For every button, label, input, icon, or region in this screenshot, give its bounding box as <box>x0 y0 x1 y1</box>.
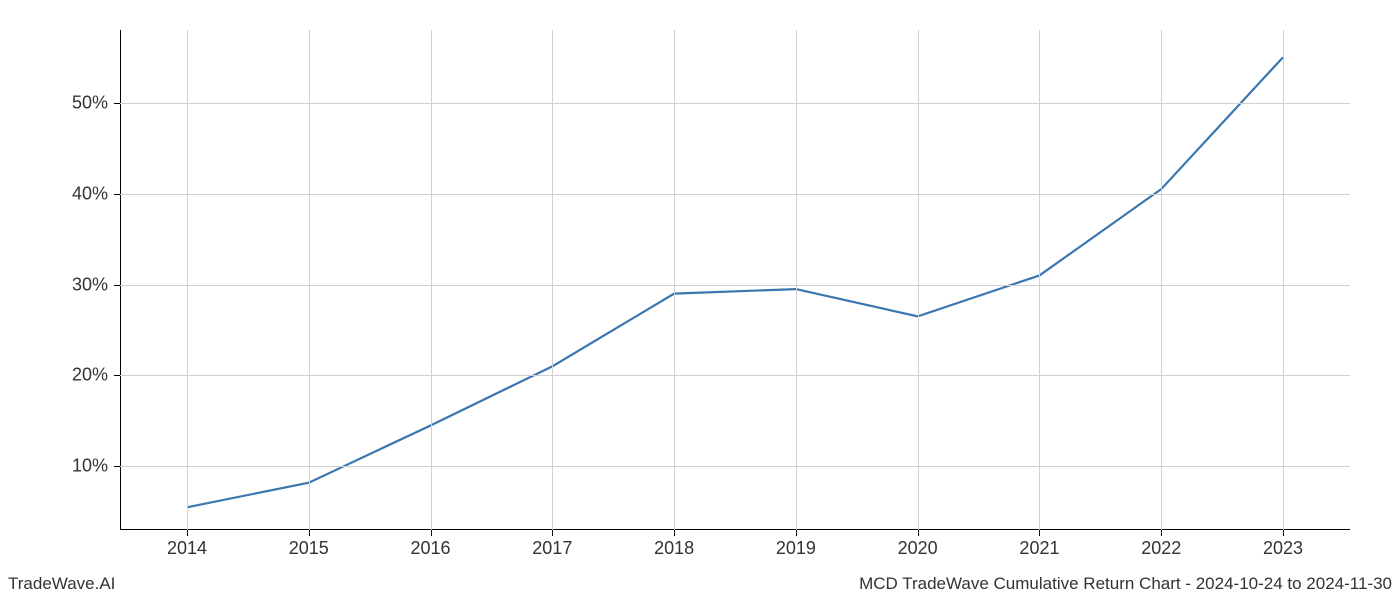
grid-line-vertical <box>918 30 919 530</box>
grid-line-vertical <box>1283 30 1284 530</box>
y-tick-mark <box>114 285 120 286</box>
y-tick-mark <box>114 103 120 104</box>
y-tick-label: 20% <box>72 365 108 386</box>
footer-caption: MCD TradeWave Cumulative Return Chart - … <box>859 574 1392 594</box>
grid-line-vertical <box>674 30 675 530</box>
x-tick-label: 2023 <box>1263 538 1303 559</box>
x-tick-label: 2014 <box>167 538 207 559</box>
grid-line-horizontal <box>120 194 1350 195</box>
y-tick-label: 50% <box>72 92 108 113</box>
y-tick-label: 40% <box>72 183 108 204</box>
x-tick-label: 2020 <box>898 538 938 559</box>
x-tick-label: 2019 <box>776 538 816 559</box>
footer-brand: TradeWave.AI <box>8 574 115 594</box>
y-tick-mark <box>114 194 120 195</box>
y-tick-label: 30% <box>72 274 108 295</box>
x-tick-mark <box>431 530 432 536</box>
x-tick-mark <box>552 530 553 536</box>
x-tick-mark <box>674 530 675 536</box>
grid-line-vertical <box>309 30 310 530</box>
y-tick-mark <box>114 466 120 467</box>
grid-line-vertical <box>431 30 432 530</box>
x-tick-label: 2017 <box>532 538 572 559</box>
grid-line-vertical <box>552 30 553 530</box>
x-tick-mark <box>1283 530 1284 536</box>
y-tick-label: 10% <box>72 456 108 477</box>
chart-plot-area: 10%20%30%40%50%2014201520162017201820192… <box>120 30 1350 530</box>
grid-line-vertical <box>187 30 188 530</box>
x-tick-mark <box>796 530 797 536</box>
x-tick-mark <box>1039 530 1040 536</box>
grid-line-horizontal <box>120 375 1350 376</box>
x-tick-label: 2015 <box>289 538 329 559</box>
x-tick-mark <box>309 530 310 536</box>
x-tick-label: 2022 <box>1141 538 1181 559</box>
grid-line-vertical <box>1161 30 1162 530</box>
x-tick-mark <box>187 530 188 536</box>
x-tick-label: 2018 <box>654 538 694 559</box>
x-tick-label: 2016 <box>411 538 451 559</box>
line-chart-svg <box>120 30 1350 530</box>
grid-line-horizontal <box>120 466 1350 467</box>
grid-line-horizontal <box>120 103 1350 104</box>
grid-line-horizontal <box>120 285 1350 286</box>
x-tick-mark <box>1161 530 1162 536</box>
y-tick-mark <box>114 375 120 376</box>
x-tick-mark <box>918 530 919 536</box>
x-tick-label: 2021 <box>1019 538 1059 559</box>
grid-line-vertical <box>1039 30 1040 530</box>
grid-line-vertical <box>796 30 797 530</box>
